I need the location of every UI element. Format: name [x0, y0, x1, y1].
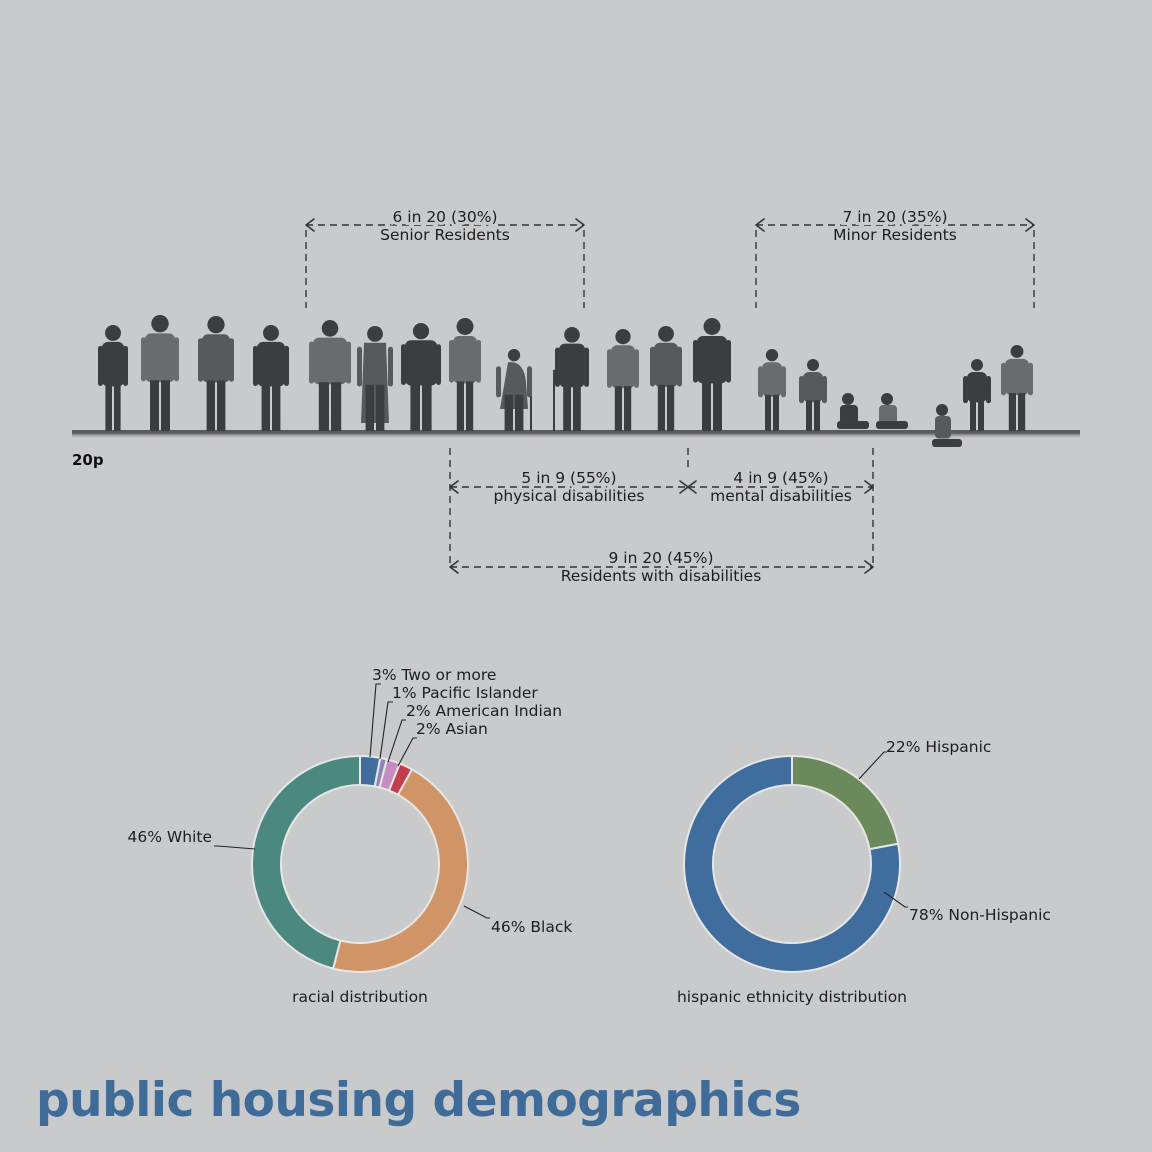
hispanic-slice-non-hispanic — [683, 754, 901, 973]
page-title: public housing demographics — [36, 1073, 801, 1128]
hispanic-label-non-hispanic: 78% Non-Hispanic — [909, 906, 1051, 924]
race-label-two-or-more: 3% Two or more — [372, 666, 496, 684]
resident-figure — [253, 325, 289, 431]
resident-figure — [553, 327, 589, 431]
disabled-residents-stat: 9 in 20 (45%) — [608, 549, 713, 567]
race-slice-black — [331, 767, 469, 973]
resident-figure — [837, 393, 869, 429]
minors-bracket — [755, 218, 1035, 308]
ground-line — [72, 430, 1080, 439]
minors-label: Minor Residents — [833, 226, 957, 244]
race-slice-white — [251, 754, 361, 970]
mental-disabilities-stat: 4 in 9 (45%) — [733, 469, 828, 487]
resident-figure — [98, 325, 128, 431]
resident-figure — [1001, 345, 1033, 431]
race-label-pacific-islander: 1% Pacific Islander — [392, 684, 538, 702]
resident-figure — [357, 326, 393, 431]
seniors-bracket — [305, 218, 585, 308]
resident-figure — [198, 316, 234, 431]
resident-figure — [607, 329, 639, 431]
hispanic-label-hispanic: 22% Hispanic — [886, 738, 991, 756]
race-label-white: 46% White — [128, 828, 212, 846]
race-label-black: 46% Black — [491, 918, 572, 936]
race-chart-title: racial distribution — [292, 988, 428, 1006]
resident-figure — [309, 320, 351, 431]
physical-disabilities-stat: 5 in 9 (55%) — [521, 469, 616, 487]
minors-stat: 7 in 20 (35%) — [842, 208, 947, 226]
mental-disabilities-label: mental disabilities — [710, 487, 852, 505]
seniors-label: Senior Residents — [380, 226, 510, 244]
resident-figure — [876, 393, 908, 429]
resident-figure — [141, 315, 179, 431]
race-label-asian: 2% Asian — [416, 720, 488, 738]
physical-disabilities-label: physical disabilities — [494, 487, 645, 505]
seniors-stat: 6 in 20 (30%) — [392, 208, 497, 226]
disability-brackets — [449, 448, 874, 574]
resident-figure — [650, 326, 682, 431]
hispanic-chart-title: hispanic ethnicity distribution — [677, 988, 907, 1006]
population-count-label: 20p — [72, 451, 104, 469]
race-label-american-indian: 2% American Indian — [406, 702, 562, 720]
hispanic-leader-lines — [858, 751, 908, 908]
race-leader-lines — [214, 683, 490, 919]
resident-figure — [496, 349, 532, 431]
resident-figure — [963, 359, 991, 431]
resident-figure — [932, 404, 962, 447]
resident-figure — [799, 359, 827, 431]
hispanic-distribution-donut — [683, 754, 901, 973]
resident-figure — [401, 323, 441, 431]
resident-figure — [693, 318, 731, 431]
racial-distribution-donut — [251, 754, 469, 973]
resident-figure — [758, 349, 786, 431]
resident-figure — [449, 318, 481, 431]
resident-silhouettes — [98, 315, 1033, 447]
disabled-residents-label: Residents with disabilities — [561, 567, 762, 585]
